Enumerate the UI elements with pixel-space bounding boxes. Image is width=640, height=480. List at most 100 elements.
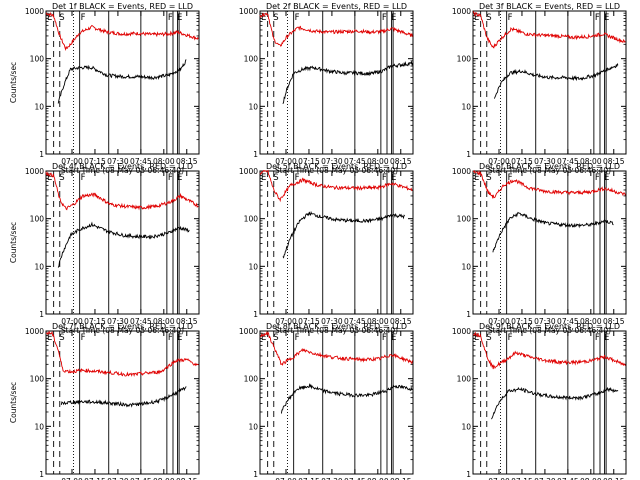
y-tick-label: 100	[244, 215, 259, 224]
panel-det-9: Det 9f BLACK = Events, RED = LLD 1 10 100 10…	[452, 322, 627, 480]
y-tick-label: 10	[248, 102, 258, 111]
series-events	[57, 221, 190, 268]
interval-marker: S	[486, 13, 491, 23]
x-tick-label: 07:00	[275, 477, 297, 480]
panel-det-7: Det 7f BLACK = Events, RED = LLD 1 10 100 10…	[9, 322, 200, 480]
panel-title: Det 4f BLACK = Events, RED = LLD	[52, 162, 193, 171]
x-tick-label: 07:15	[84, 157, 106, 166]
panel-det-2: Det 2f BLACK = Events, RED = LLD 1 10 100 10…	[239, 2, 414, 175]
x-tick-label: 07:30	[321, 317, 343, 326]
panel-det-3: Det 3f BLACK = Events, RED = LLD 1 10 100 10…	[452, 2, 627, 175]
panel-title: Det 1f BLACK = Events, RED = LLD	[52, 2, 193, 11]
interval-marker: E	[391, 333, 396, 343]
interval-marker: E	[261, 13, 266, 23]
interval-marker: F	[382, 13, 387, 23]
y-tick-label: 1000	[25, 7, 44, 16]
x-tick-label: 07:30	[107, 317, 129, 326]
y-axis-label: Counts/sec	[9, 222, 18, 263]
x-tick-label: 08:00	[367, 317, 389, 326]
interval-marker: S	[59, 13, 64, 23]
y-tick-label: 10	[461, 262, 471, 271]
interval-marker: E	[604, 13, 609, 23]
interval-marker: F	[508, 333, 513, 343]
y-tick-label: 1000	[25, 327, 44, 336]
series-lld	[45, 330, 199, 377]
interval-marker: F	[595, 13, 600, 23]
series-events	[57, 59, 187, 104]
interval-marker: E	[391, 13, 396, 23]
x-tick-label: 07:15	[84, 317, 106, 326]
interval-marker: E	[474, 13, 479, 23]
x-tick-label: 08:00	[580, 157, 602, 166]
y-tick-label: 100	[457, 375, 472, 384]
y-tick-label: 100	[457, 215, 472, 224]
x-tick-label: 08:00	[153, 157, 175, 166]
interval-marker: F	[295, 13, 300, 23]
series-lld	[473, 331, 626, 370]
x-tick-label: 07:00	[61, 317, 83, 326]
panel-title: Det 7f BLACK = Events, RED = LLD	[52, 322, 193, 331]
interval-marker: S	[486, 173, 491, 183]
interval-marker: F	[168, 333, 173, 343]
y-tick-label: 1	[39, 310, 44, 319]
series-lld	[259, 169, 413, 203]
y-tick-label: 1000	[239, 7, 258, 16]
interval-marker: S	[273, 173, 278, 183]
panel-det-5: Det 5f BLACK = Events, RED = LLD 1 10 100 10…	[239, 162, 414, 335]
x-tick-label: 08:15	[176, 157, 198, 166]
x-tick-label: 07:15	[298, 317, 320, 326]
x-tick-label: 08:15	[603, 477, 625, 480]
x-tick-label: 07:45	[344, 317, 366, 326]
x-tick-label: 07:15	[511, 477, 533, 480]
x-tick-label: 07:45	[130, 317, 152, 326]
y-axis-label: Counts/sec	[9, 62, 18, 103]
x-tick-label: 08:00	[367, 157, 389, 166]
x-tick-label: 08:15	[390, 477, 412, 480]
x-tick-label: 07:30	[107, 477, 129, 480]
panel-det-4: Det 4f BLACK = Events, RED = LLD 1 10 100 10…	[9, 162, 200, 335]
y-tick-label: 10	[248, 262, 258, 271]
plot-frame	[45, 330, 200, 475]
x-tick-label: 07:30	[534, 477, 556, 480]
interval-marker: S	[273, 13, 278, 23]
series-events	[60, 386, 187, 408]
x-tick-label: 08:15	[603, 317, 625, 326]
x-tick-label: 07:30	[534, 317, 556, 326]
y-tick-label: 1	[466, 310, 471, 319]
series-events	[280, 382, 413, 414]
x-tick-label: 07:15	[298, 157, 320, 166]
panel-title: Det 8f BLACK = Events, RED = LLD	[266, 322, 407, 331]
x-tick-label: 07:15	[511, 157, 533, 166]
x-tick-label: 07:15	[84, 477, 106, 480]
x-tick-label: 07:00	[275, 157, 297, 166]
y-axis-label: Counts/sec	[9, 382, 18, 423]
interval-marker: F	[508, 13, 513, 23]
y-tick-label: 100	[30, 375, 45, 384]
x-tick-label: 07:45	[557, 477, 579, 480]
x-tick-label: 07:45	[130, 477, 152, 480]
x-tick-label: 08:15	[390, 317, 412, 326]
y-tick-label: 10	[461, 102, 471, 111]
plot-frame	[472, 170, 627, 315]
plot-frame	[472, 330, 627, 475]
x-tick-label: 07:45	[557, 317, 579, 326]
panel-det-1: Det 1f BLACK = Events, RED = LLD 1 10 100 10…	[9, 2, 200, 175]
interval-marker: F	[168, 173, 173, 183]
y-tick-label: 1	[253, 310, 258, 319]
interval-marker: F	[382, 333, 387, 343]
plot-frame	[259, 10, 414, 155]
series-lld	[259, 331, 413, 367]
series-events	[282, 210, 406, 259]
interval-marker: E	[474, 333, 479, 343]
y-tick-label: 1000	[452, 167, 471, 176]
plot-frame	[472, 10, 627, 155]
panel-title: Det 3f BLACK = Events, RED = LLD	[479, 2, 620, 11]
series-lld	[46, 12, 199, 51]
panel-title: Det 2f BLACK = Events, RED = LLD	[266, 2, 407, 11]
y-tick-label: 1000	[239, 327, 258, 336]
y-tick-label: 10	[34, 422, 44, 431]
interval-marker: F	[168, 13, 173, 23]
interval-marker: E	[604, 173, 609, 183]
y-tick-label: 100	[457, 55, 472, 64]
